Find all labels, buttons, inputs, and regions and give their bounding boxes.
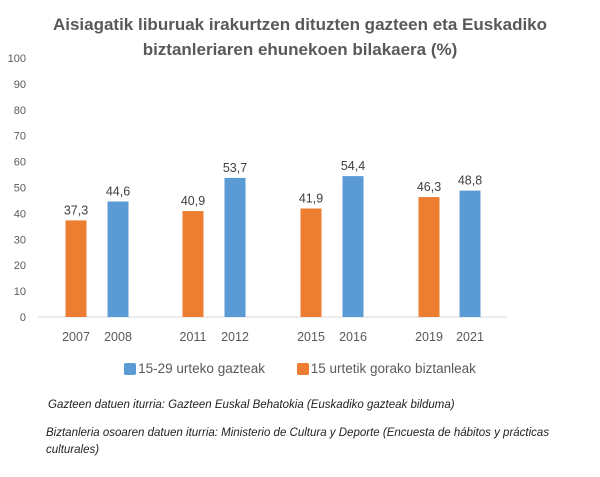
source-population: Biztanleria osoaren datuen iturria: Mini…	[46, 427, 550, 456]
y-tick-label: 30	[14, 234, 26, 246]
chart-title: Aisiagatik liburuak irakurtzen dituzten …	[52, 15, 548, 59]
data-label: 46,3	[417, 180, 441, 194]
x-tick-label: 2016	[339, 330, 367, 344]
bar-chart: 0 10 20 30 40 50 60 70 80 90 100 2007 37,3 2008 44,6 20…	[8, 53, 507, 344]
y-tick-label: 90	[14, 79, 26, 91]
bar-2019	[418, 197, 440, 317]
data-label: 44,6	[106, 184, 130, 198]
data-label: 37,3	[64, 203, 88, 217]
x-tick-label: 2011	[180, 330, 207, 344]
source-youth: Gazteen datuen iturria: Gazteen Euskal B…	[48, 399, 455, 411]
x-tick-label: 2012	[221, 330, 249, 344]
bar-2016	[342, 176, 364, 317]
y-tick-label: 20	[14, 260, 26, 272]
bar-2007	[65, 220, 87, 317]
x-tick-label: 2019	[415, 330, 443, 344]
data-label: 40,9	[181, 194, 205, 208]
bar-2012	[224, 177, 246, 317]
legend-item-youth: 15-29 urteko gazteak	[124, 361, 265, 376]
bar-2011	[182, 211, 204, 317]
x-tick-label: 2008	[104, 330, 132, 344]
y-tick-label: 10	[14, 286, 26, 298]
y-tick-label: 80	[14, 105, 26, 117]
y-tick-label: 0	[20, 312, 26, 324]
data-label: 48,8	[458, 174, 482, 188]
y-tick-label: 50	[14, 183, 26, 195]
data-label: 41,9	[299, 191, 323, 205]
bar-2008	[107, 201, 129, 317]
legend: 15-29 urteko gazteak 15 urtetik gorako b…	[0, 361, 600, 378]
y-tick-label: 100	[8, 53, 26, 65]
bar-2015	[300, 208, 322, 317]
data-label: 54,4	[341, 159, 365, 173]
legend-swatch-blue	[124, 362, 137, 375]
legend-swatch-orange	[296, 362, 309, 375]
y-tick-label: 70	[14, 131, 26, 143]
y-tick-label: 40	[14, 208, 26, 220]
legend-label: 15-29 urteko gazteak	[138, 361, 265, 376]
legend-item-population: 15 urtetik gorako biztanleak	[296, 361, 476, 376]
legend-label: 15 urtetik gorako biztanleak	[310, 361, 476, 376]
y-tick-label: 60	[14, 157, 26, 169]
bar-2021	[459, 190, 481, 317]
x-tick-label: 2007	[62, 330, 90, 344]
x-tick-label: 2021	[456, 330, 484, 344]
data-label: 53,7	[223, 161, 247, 175]
x-tick-label: 2015	[297, 330, 325, 344]
